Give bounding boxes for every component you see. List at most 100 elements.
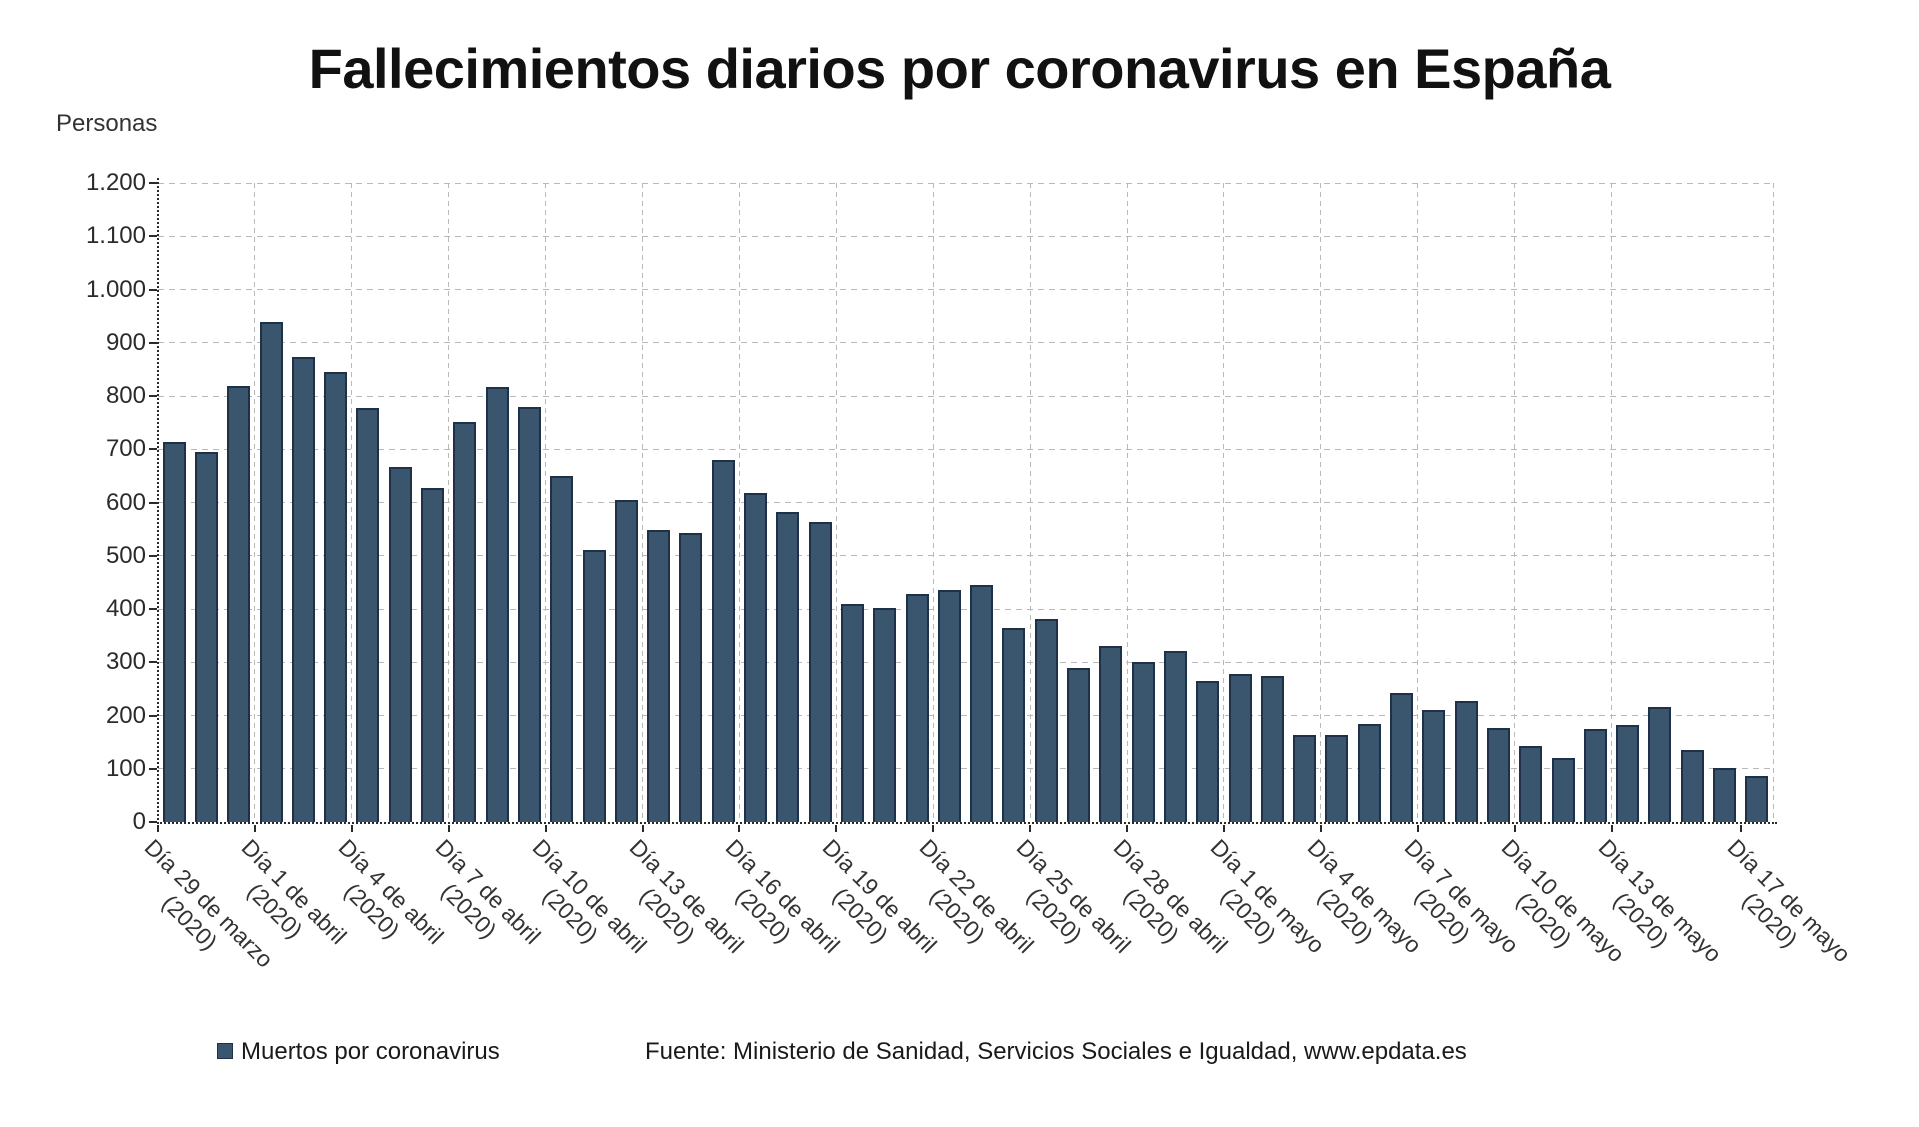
chart-title: Fallecimientos diarios por coronavirus e… (308, 37, 1611, 100)
bar[interactable] (1745, 776, 1769, 822)
bar[interactable] (1099, 646, 1123, 822)
bar[interactable] (647, 530, 671, 822)
gridline-vertical (1320, 183, 1322, 822)
gridline-vertical (1417, 183, 1419, 822)
bar[interactable] (679, 533, 703, 822)
y-tick-label: 0 (132, 808, 146, 835)
bar[interactable] (485, 387, 509, 822)
bar[interactable] (1519, 746, 1543, 822)
gridline-horizontal (158, 502, 1773, 503)
legend-label: Muertos por coronavirus (241, 1038, 500, 1065)
bar[interactable] (614, 500, 638, 822)
gridline-horizontal (158, 448, 1773, 450)
gridline-vertical (1223, 183, 1225, 822)
bar[interactable] (1260, 676, 1284, 822)
bar[interactable] (1196, 681, 1220, 822)
plot-area (158, 182, 1774, 822)
bar[interactable] (1680, 750, 1704, 822)
bar[interactable] (162, 442, 186, 822)
bar[interactable] (1422, 710, 1446, 822)
y-axis-tick (149, 501, 157, 504)
gridline-vertical (448, 183, 450, 822)
gridline-vertical (351, 183, 353, 822)
gridline-horizontal (158, 235, 1773, 237)
bar[interactable] (194, 452, 218, 822)
x-axis-tick (1222, 825, 1225, 832)
bar[interactable] (421, 488, 445, 822)
bar[interactable] (324, 372, 348, 822)
bar[interactable] (1131, 662, 1155, 822)
bar[interactable] (905, 594, 929, 822)
bar[interactable] (840, 604, 864, 822)
bar[interactable] (1357, 724, 1381, 822)
bar[interactable] (1034, 619, 1058, 822)
bar[interactable] (1713, 768, 1737, 822)
y-axis-tick (149, 661, 157, 664)
y-axis-tick (149, 608, 157, 610)
y-tick-label: 500 (105, 541, 146, 569)
bar[interactable] (259, 322, 283, 822)
x-axis-tick (641, 825, 644, 832)
gridline-horizontal (158, 395, 1773, 397)
bar[interactable] (1390, 693, 1414, 822)
y-tick-label: 200 (105, 701, 146, 729)
bar[interactable] (291, 357, 315, 822)
bar[interactable] (1616, 725, 1640, 822)
gridline-vertical (932, 183, 934, 822)
bar[interactable] (1325, 735, 1349, 822)
gridline-horizontal (158, 342, 1773, 344)
y-axis-tick (149, 821, 157, 823)
gridline-horizontal (158, 555, 1773, 557)
bar[interactable] (550, 476, 574, 822)
bar[interactable] (356, 408, 380, 822)
x-axis-tick (1739, 825, 1742, 832)
y-axis-tick (149, 448, 157, 451)
bar[interactable] (1486, 728, 1510, 822)
gridline-horizontal (158, 661, 1773, 663)
gridline-vertical (642, 183, 643, 822)
bar[interactable] (1648, 707, 1672, 822)
y-axis-title: Personas (56, 110, 158, 137)
bar[interactable] (776, 512, 800, 822)
y-axis-tick (149, 182, 157, 184)
x-axis-tick (738, 825, 741, 832)
gridline-vertical (1611, 183, 1612, 822)
bar[interactable] (1583, 729, 1607, 822)
bar[interactable] (1293, 735, 1317, 822)
bar[interactable] (970, 585, 994, 822)
bar[interactable] (744, 493, 768, 822)
bar[interactable] (808, 522, 832, 822)
bar[interactable] (1002, 628, 1026, 822)
y-tick-label: 1.200 (85, 169, 146, 196)
x-axis-tick (544, 825, 547, 832)
y-axis-tick (149, 288, 157, 291)
x-axis-tick (932, 825, 935, 832)
bar[interactable] (1454, 701, 1478, 822)
x-axis-tick (1126, 825, 1128, 832)
y-tick-label: 600 (105, 488, 146, 516)
y-axis-tick (149, 395, 157, 397)
gridline-vertical (545, 183, 547, 822)
bar[interactable] (1067, 668, 1091, 822)
source-attribution: Fuente: Ministerio de Sanidad, Servicios… (645, 1038, 1467, 1065)
plot-border-top (158, 182, 1773, 184)
bar[interactable] (711, 460, 735, 822)
bar[interactable] (1228, 674, 1252, 822)
x-axis-tick (1610, 825, 1613, 832)
y-axis-tick (149, 341, 157, 344)
bar[interactable] (1551, 758, 1575, 822)
bar[interactable] (227, 386, 251, 822)
x-axis-line (157, 822, 1777, 824)
y-axis-tick (149, 235, 157, 238)
x-axis-tick (1416, 825, 1419, 832)
gridline-vertical (738, 183, 740, 822)
legend-swatch (217, 1043, 233, 1059)
bar[interactable] (453, 422, 477, 822)
bar[interactable] (582, 550, 606, 822)
bar[interactable] (1163, 651, 1187, 822)
bar[interactable] (873, 608, 897, 822)
bar[interactable] (388, 467, 412, 822)
bar[interactable] (517, 407, 541, 822)
bar[interactable] (937, 590, 961, 822)
